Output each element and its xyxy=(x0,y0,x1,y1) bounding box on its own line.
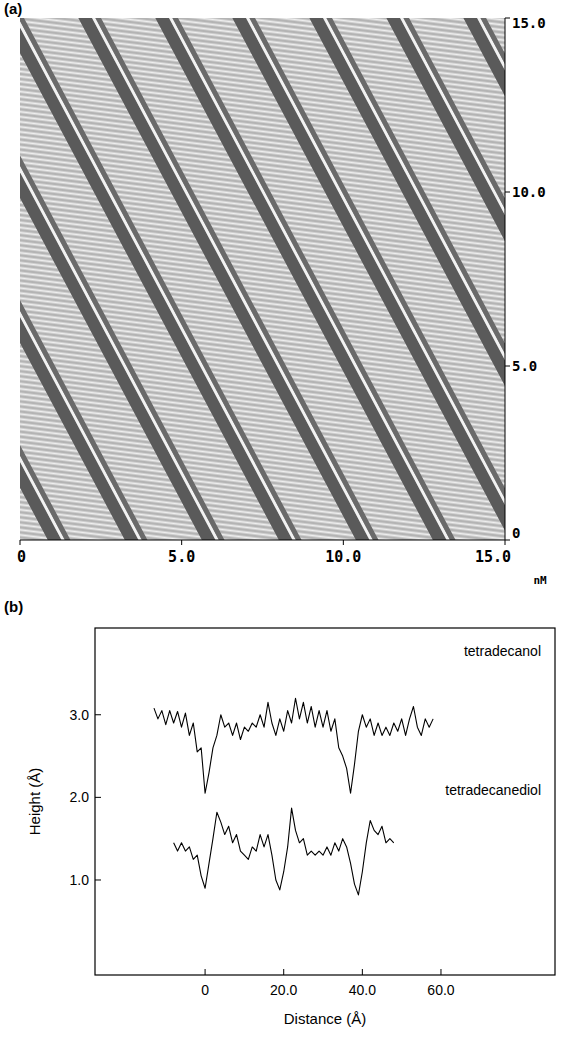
bright-line xyxy=(209,18,505,540)
plot-area xyxy=(154,698,433,895)
series-label: tetradecanediol xyxy=(445,782,541,798)
lamella xyxy=(156,18,505,540)
lamella xyxy=(216,18,505,540)
x-tick-label: 60.0 xyxy=(427,982,454,998)
y-tick-label: 5.0 xyxy=(512,358,537,374)
trough xyxy=(499,18,505,540)
y-tick xyxy=(95,879,101,880)
trough2 xyxy=(332,18,505,540)
y-axis-title: Height (Å) xyxy=(26,768,43,836)
y-tick xyxy=(505,366,510,367)
x-tick xyxy=(181,540,182,545)
plot-frame xyxy=(95,628,555,975)
bright-line xyxy=(450,18,505,540)
bright-line xyxy=(329,18,505,540)
trough xyxy=(199,18,505,540)
y-tick-label: 10.0 xyxy=(512,184,546,200)
trough2 xyxy=(452,18,505,540)
x-tick xyxy=(20,540,21,545)
x-axis xyxy=(20,540,505,541)
lamellae xyxy=(20,18,505,540)
panel-label: (a) xyxy=(4,0,22,17)
trough xyxy=(439,18,505,540)
trough xyxy=(379,18,505,540)
lamella xyxy=(397,18,505,540)
y-tick-label: 3.0 xyxy=(70,707,90,723)
x-tick-label: 10.0 xyxy=(325,548,361,566)
x-tick-label: 0 xyxy=(201,982,209,998)
x-tick xyxy=(362,969,363,975)
lamella xyxy=(336,18,505,540)
profile-line xyxy=(174,808,394,895)
y-tick xyxy=(95,797,101,798)
y-tick xyxy=(505,18,510,19)
trough2 xyxy=(272,18,505,540)
stm-image xyxy=(20,18,505,540)
y-axis xyxy=(505,18,506,540)
bright-line xyxy=(269,18,505,540)
lamella xyxy=(276,18,505,540)
y-tick-label: 0 xyxy=(512,525,520,541)
x-tick-label: 5.0 xyxy=(168,548,195,566)
x-tick xyxy=(440,969,441,975)
profile-line xyxy=(154,698,433,793)
series-label: tetradecanol xyxy=(464,643,541,659)
x-tick-label: 15.0 xyxy=(475,548,511,566)
x-tick xyxy=(343,540,344,545)
y-tick xyxy=(505,540,510,541)
y-tick xyxy=(95,714,101,715)
x-tick xyxy=(283,969,284,975)
y-tick-label: 15.0 xyxy=(512,15,546,31)
figure: (a)05.010.015.005.010.015.0nM(b)020.040.… xyxy=(0,0,569,1039)
y-tick-label: 2.0 xyxy=(70,789,90,805)
y-tick xyxy=(505,192,510,193)
x-tick-label: 40.0 xyxy=(349,982,376,998)
trough xyxy=(259,18,505,540)
x-tick-label: 0 xyxy=(17,548,26,566)
bright-line xyxy=(389,18,505,540)
x-tick xyxy=(205,969,206,975)
unit-label: nM xyxy=(533,574,547,587)
trough2 xyxy=(392,18,505,540)
trough xyxy=(319,18,505,540)
x-tick xyxy=(505,540,506,545)
trough2 xyxy=(212,18,505,540)
lamella xyxy=(457,18,505,540)
x-axis-title: Distance (Å) xyxy=(284,1010,367,1027)
panel-label: (b) xyxy=(4,598,23,615)
y-tick-label: 1.0 xyxy=(70,872,90,888)
x-tick-label: 20.0 xyxy=(270,982,297,998)
